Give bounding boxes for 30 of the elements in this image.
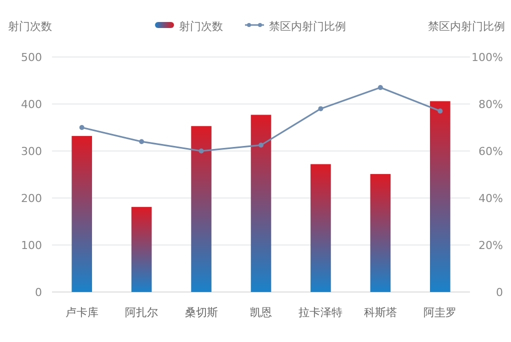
y2-tick-label: 0 xyxy=(496,286,503,299)
y2-tick-label: 100% xyxy=(472,51,503,64)
point xyxy=(378,85,383,90)
y-tick-label: 200 xyxy=(21,192,42,205)
point xyxy=(139,139,144,144)
y-tick-label: 300 xyxy=(21,145,42,158)
y2-tick-label: 40% xyxy=(478,192,503,205)
x-tick-label: 阿扎尔 xyxy=(125,306,158,319)
y2-tick-label: 20% xyxy=(478,239,503,252)
x-tick-label: 凯恩 xyxy=(250,306,272,319)
y2-tick-label: 60% xyxy=(478,145,503,158)
point xyxy=(438,108,443,114)
x-tick-label: 阿圭罗 xyxy=(424,306,457,319)
y-tick-label: 400 xyxy=(21,98,42,111)
point xyxy=(79,125,84,130)
point xyxy=(198,148,204,154)
x-tick-label: 科斯塔 xyxy=(364,306,397,319)
y-tick-label: 500 xyxy=(21,51,42,64)
legend-label: 射门次数 xyxy=(179,20,223,33)
x-tick-label: 卢卡库 xyxy=(65,306,98,319)
y-tick-label: 0 xyxy=(35,286,42,299)
x-tick-label: 拉卡泽特 xyxy=(298,306,343,319)
point xyxy=(258,142,264,148)
y-tick-label: 100 xyxy=(21,239,42,252)
point xyxy=(318,106,324,112)
y2-axis-title: 禁区内射门比例 xyxy=(428,20,505,33)
y-axis-title: 射门次数 xyxy=(8,20,52,33)
legend-label: 禁区内射门比例 xyxy=(269,20,346,33)
y2-tick-label: 80% xyxy=(478,98,503,111)
x-tick-label: 桑切斯 xyxy=(184,306,218,319)
